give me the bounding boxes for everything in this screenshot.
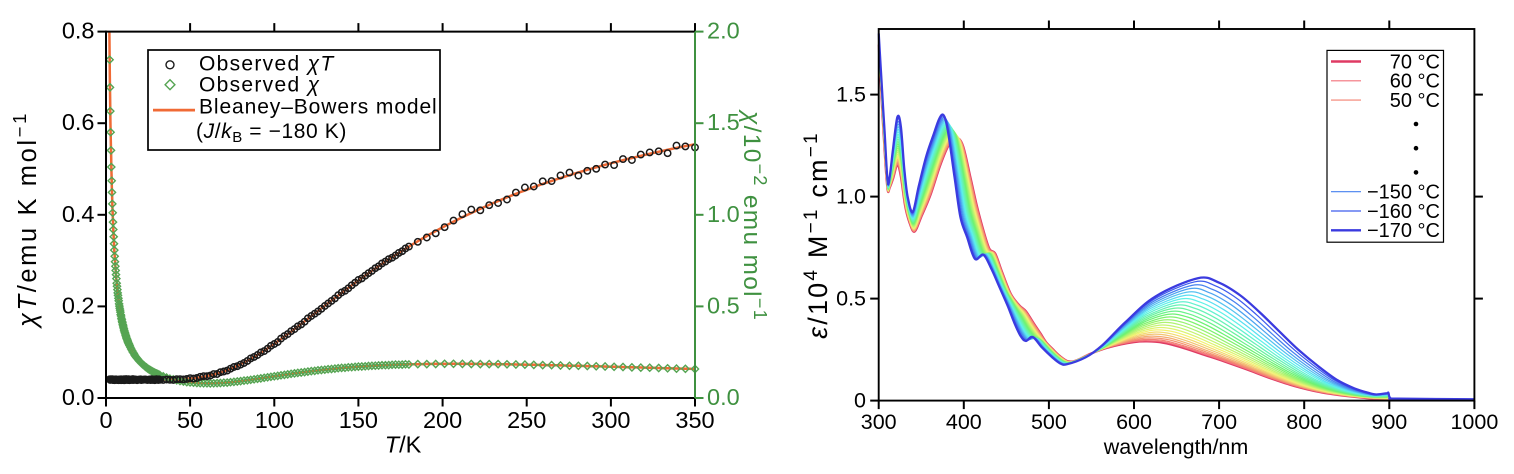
svg-text:0.0: 0.0 bbox=[707, 384, 740, 410]
svg-text:300: 300 bbox=[861, 410, 897, 434]
svg-text:0.5: 0.5 bbox=[707, 292, 740, 318]
svg-text:60 °C: 60 °C bbox=[1390, 71, 1440, 93]
svg-text:−160 °C: −160 °C bbox=[1367, 201, 1440, 223]
svg-text:−170 °C: −170 °C bbox=[1367, 220, 1440, 242]
svg-text:Observed χ: Observed χ bbox=[199, 74, 320, 97]
svg-text:100: 100 bbox=[255, 407, 294, 433]
svg-text:350: 350 bbox=[675, 407, 714, 433]
svg-text:0.4: 0.4 bbox=[62, 201, 95, 227]
svg-text:χ/10−2 emu mol−1: χ/10−2 emu mol−1 bbox=[738, 109, 770, 321]
svg-text:wavelength/nm: wavelength/nm bbox=[1103, 435, 1249, 459]
svg-text:700: 700 bbox=[1201, 410, 1237, 434]
svg-text:50 °C: 50 °C bbox=[1390, 90, 1440, 112]
svg-text:Observed χT: Observed χT bbox=[199, 53, 335, 76]
svg-text:400: 400 bbox=[946, 410, 982, 434]
svg-text:900: 900 bbox=[1371, 410, 1407, 434]
svg-text:1.5: 1.5 bbox=[707, 109, 740, 135]
svg-text:300: 300 bbox=[591, 407, 630, 433]
svg-text:0.8: 0.8 bbox=[62, 18, 95, 44]
svg-text:−150 °C: −150 °C bbox=[1367, 182, 1440, 204]
svg-text:150: 150 bbox=[339, 407, 378, 433]
svg-text:0.6: 0.6 bbox=[62, 109, 95, 135]
svg-text:2.0: 2.0 bbox=[707, 18, 740, 44]
svg-text:1.0: 1.0 bbox=[836, 184, 866, 208]
svg-text:0.0: 0.0 bbox=[62, 384, 95, 410]
svg-text:T/K: T/K bbox=[385, 432, 422, 458]
svg-text:250: 250 bbox=[507, 407, 546, 433]
svg-text:70 °C: 70 °C bbox=[1390, 51, 1440, 73]
svg-text:(J/kB = −180 K): (J/kB = −180 K) bbox=[196, 120, 347, 146]
svg-text:600: 600 bbox=[1116, 410, 1152, 434]
svg-text:0.2: 0.2 bbox=[62, 292, 95, 318]
svg-text:800: 800 bbox=[1286, 410, 1322, 434]
svg-text:0.5: 0.5 bbox=[836, 286, 866, 310]
svg-text:0: 0 bbox=[854, 388, 866, 412]
svg-text:500: 500 bbox=[1031, 410, 1067, 434]
svg-text:1.0: 1.0 bbox=[707, 201, 740, 227]
svg-text:50: 50 bbox=[177, 407, 203, 433]
svg-text:0: 0 bbox=[99, 407, 112, 433]
svg-text:1.5: 1.5 bbox=[836, 82, 866, 106]
svg-text:1000: 1000 bbox=[1450, 410, 1498, 434]
svg-text:200: 200 bbox=[423, 407, 462, 433]
svg-text:Bleaney–Bowers model: Bleaney–Bowers model bbox=[199, 95, 438, 118]
svg-text:χT/emu K mol−1: χT/emu K mol−1 bbox=[9, 111, 42, 329]
svg-text:ε/104 M−1 cm−1: ε/104 M−1 cm−1 bbox=[801, 131, 833, 339]
